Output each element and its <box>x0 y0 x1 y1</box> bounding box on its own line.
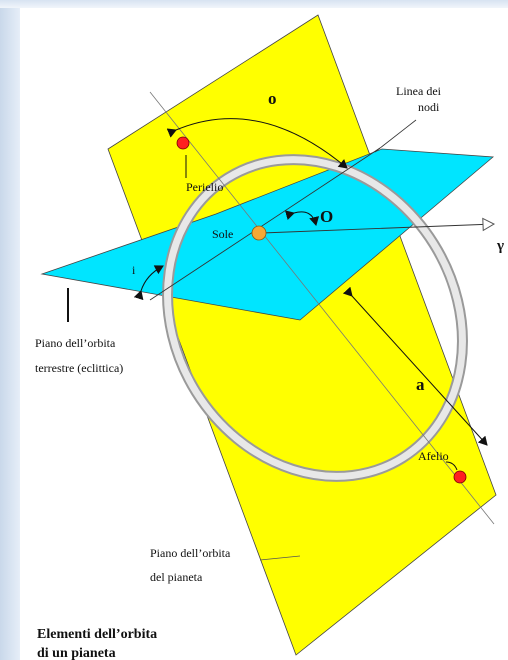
aphelion-pointer <box>445 461 458 471</box>
omega-small-label: o <box>268 89 277 108</box>
perihelion-label: Perielio <box>186 180 223 194</box>
aphelion-planet <box>453 470 467 484</box>
left-border-strip <box>0 0 20 660</box>
ecliptic-plane-label-2: terrestre (eclittica) <box>35 361 123 375</box>
semi-major-axis-label: a <box>416 375 425 394</box>
top-border-strip <box>0 0 508 8</box>
planet-plane-pointer <box>259 555 301 561</box>
line-of-nodes-label-2: nodi <box>418 100 440 114</box>
planet-plane-label-1: Piano dell’orbita <box>150 546 231 560</box>
semi-major-axis-arrow <box>342 286 488 446</box>
omega-big-label: O <box>320 207 333 226</box>
gamma-label: γ <box>496 238 504 254</box>
sun-label: Sole <box>212 227 233 241</box>
line-of-nodes-pointer <box>374 119 417 153</box>
node-longitude-arc <box>284 210 320 226</box>
inclination-label: i <box>132 263 136 277</box>
sun <box>251 225 267 241</box>
caption-line-1: Elementi dell’orbita <box>37 627 157 642</box>
ecliptic-plane-label-1: Piano dell’orbita <box>35 336 116 350</box>
planet-orbit <box>162 154 468 482</box>
inclination-arc <box>133 265 164 301</box>
line-of-nodes <box>149 147 381 301</box>
aphelion-label: Afelio <box>418 449 449 463</box>
line-of-nodes-label-1: Linea dei <box>396 84 442 98</box>
planet-orbital-plane <box>107 14 497 656</box>
perihelion-planet <box>176 136 190 150</box>
planet-plane-label-2: del pianeta <box>150 570 203 584</box>
argument-of-perihelion-arc <box>166 118 348 169</box>
vernal-direction-line <box>261 217 496 234</box>
caption-line-2: di un pianeta <box>37 646 116 660</box>
